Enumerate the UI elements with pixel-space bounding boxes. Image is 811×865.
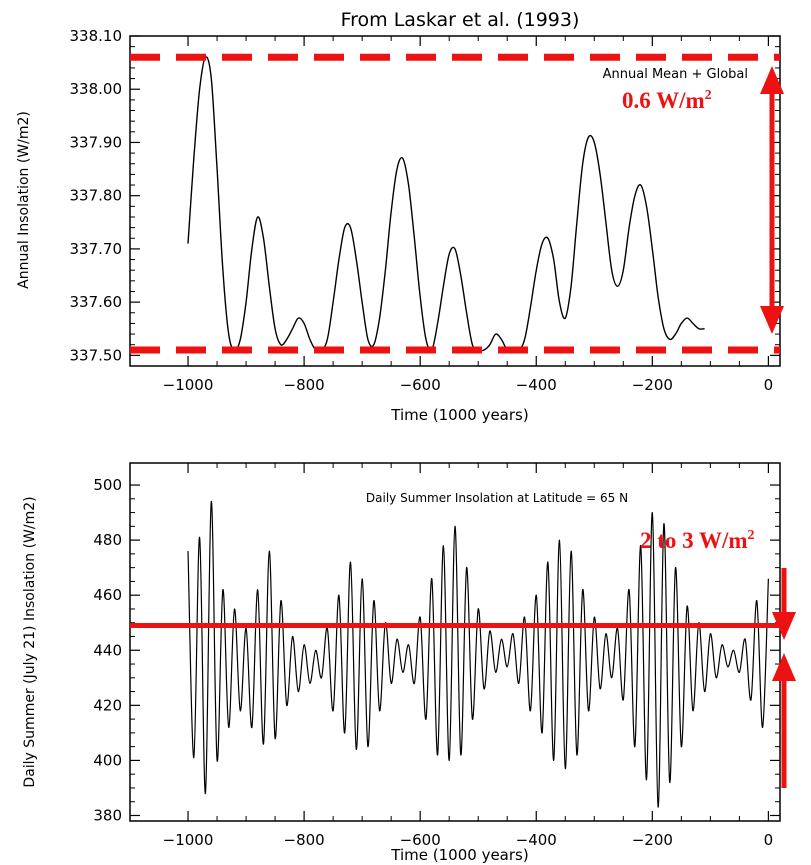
plot-frame [129,35,781,367]
x-axis-ticks: −1000 −800 −600 −400 −200 0 [163,36,774,394]
panel-annual-insolation: From Laskar et al. (1993) 337.50337.6033… [16,9,784,424]
range-label: 2 to 3 W/m2 [640,528,755,553]
y-tick-label: 338.00 [70,80,123,98]
y-tick-label: 420 [93,696,122,714]
x-tick-label: −600 [400,376,441,394]
plot-frame [129,462,781,822]
x-tick-label: 0 [764,376,774,394]
y-tick-label: 380 [93,806,122,824]
y-tick-label: 440 [93,641,122,659]
range-label-text: 0.6 W/m [622,88,705,113]
x-tick-label: −1000 [163,831,214,849]
reference-lines [130,53,780,354]
y-axis-label: Daily Summer (July 21) Insolation (W/m2) [22,496,38,787]
arrow-up [772,653,796,788]
range-label: 0.6 W/m2 [622,88,712,113]
y-tick-label: 338.10 [70,27,123,45]
x-axis-ticks: −1000 −800 −600 −400 −200 0 [163,463,774,849]
x-axis-label: Time (1000 years) [390,846,528,864]
x-tick-label: −800 [284,376,325,394]
y-tick-label: 400 [93,751,122,769]
x-tick-label: −1000 [163,376,214,394]
y-tick-label: 480 [93,531,122,549]
range-label-sup: 2 [748,528,755,543]
y-axis-ticks: 337.50 337.60 337.70 337.80 337.90 338.00 338.… [70,27,780,364]
y-tick-label: 337.60 [70,293,123,311]
x-tick-label: −600 [400,831,441,849]
range-label-sup: 2 [705,88,712,103]
chart-title: From Laskar et al. (1993) [341,9,580,31]
y-tick-label: 500 [93,476,122,494]
y-tick-label: 460 [93,586,122,604]
annotation-text: Daily Summer Insolation at Latitude = 65… [366,491,628,505]
panel-daily-summer-insolation: Daily Summer Insolation at Latitude = 65… [22,462,796,864]
x-tick-label: −400 [516,831,557,849]
x-tick-label: −200 [632,376,673,394]
range-label-text: 2 to 3 W/m [640,528,748,553]
y-axis-ticks: 380 400 420 440 460 480 500 [93,476,780,824]
y-axis-label: Annual Insolation (W/m2) [16,111,32,289]
series-line [187,56,705,353]
x-tick-label: −400 [516,376,557,394]
x-axis-label: Time (1000 years) [390,406,528,424]
x-tick-label: 0 [764,831,774,849]
y-tick-label: 337.80 [70,187,123,205]
arrow-down [772,568,796,640]
y-tick-label: 337.70 [70,240,123,258]
y-tick-label: 337.90 [70,133,123,151]
annotation-text: Annual Mean + Global [603,67,748,82]
y-tick-label: 337.50 [70,346,123,364]
x-tick-label: −200 [632,831,673,849]
x-tick-label: −800 [284,831,325,849]
double-arrow [760,66,784,334]
